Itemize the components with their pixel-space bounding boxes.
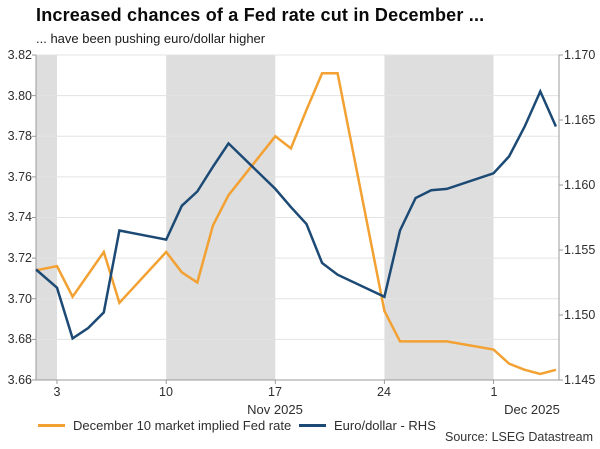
y-right-tick-label: 1.145 [564, 373, 596, 387]
month-label: Nov 2025 [247, 402, 303, 417]
legend-label-fed-rate: December 10 market implied Fed rate [73, 417, 292, 433]
y-left-tick-label: 3.74 [7, 210, 32, 224]
x-tick-label: 24 [377, 385, 391, 399]
x-tick-label: 10 [159, 385, 173, 399]
y-left-tick-label: 3.80 [7, 89, 32, 103]
x-tick-label: 1 [490, 385, 498, 399]
y-right-tick-label: 1.150 [564, 308, 596, 322]
y-right-tick-label: 1.170 [564, 48, 596, 62]
y-right-tick-label: 1.155 [564, 243, 596, 257]
legend-item-fed-rate: December 10 market implied Fed rate [38, 417, 291, 433]
y-left-tick-label: 3.66 [7, 373, 32, 387]
y-left-tick-label: 3.68 [7, 332, 32, 346]
y-left-tick-label: 3.72 [7, 251, 32, 265]
y-right-tick-label: 1.165 [564, 113, 596, 127]
series-line-eurusd [35, 88, 558, 341]
month-label: Dec 2025 [504, 402, 560, 417]
y-left-tick-label: 3.82 [7, 48, 32, 62]
eurusd-line-swatch [299, 423, 326, 427]
page-title: Increased chances of a Fed rate cut in D… [36, 5, 485, 25]
page-subtitle: ... have been pushing euro/dollar higher [36, 31, 266, 46]
y-right-tick-label: 1.160 [564, 178, 596, 192]
source-note: Source: LSEG Datastream [445, 430, 593, 444]
y-left-tick-label: 3.76 [7, 170, 32, 184]
x-tick-label: 3 [53, 385, 61, 399]
series-line-fed-rate [35, 72, 557, 376]
fed-rate-line-swatch [38, 423, 65, 427]
legend-label-eurusd: Euro/dollar - RHS [334, 417, 436, 433]
y-left-tick-label: 3.78 [7, 129, 32, 143]
legend-item-eurusd: Euro/dollar - RHS [299, 417, 436, 433]
x-tick-label: 17 [268, 385, 282, 399]
y-left-tick-label: 3.70 [7, 292, 32, 306]
